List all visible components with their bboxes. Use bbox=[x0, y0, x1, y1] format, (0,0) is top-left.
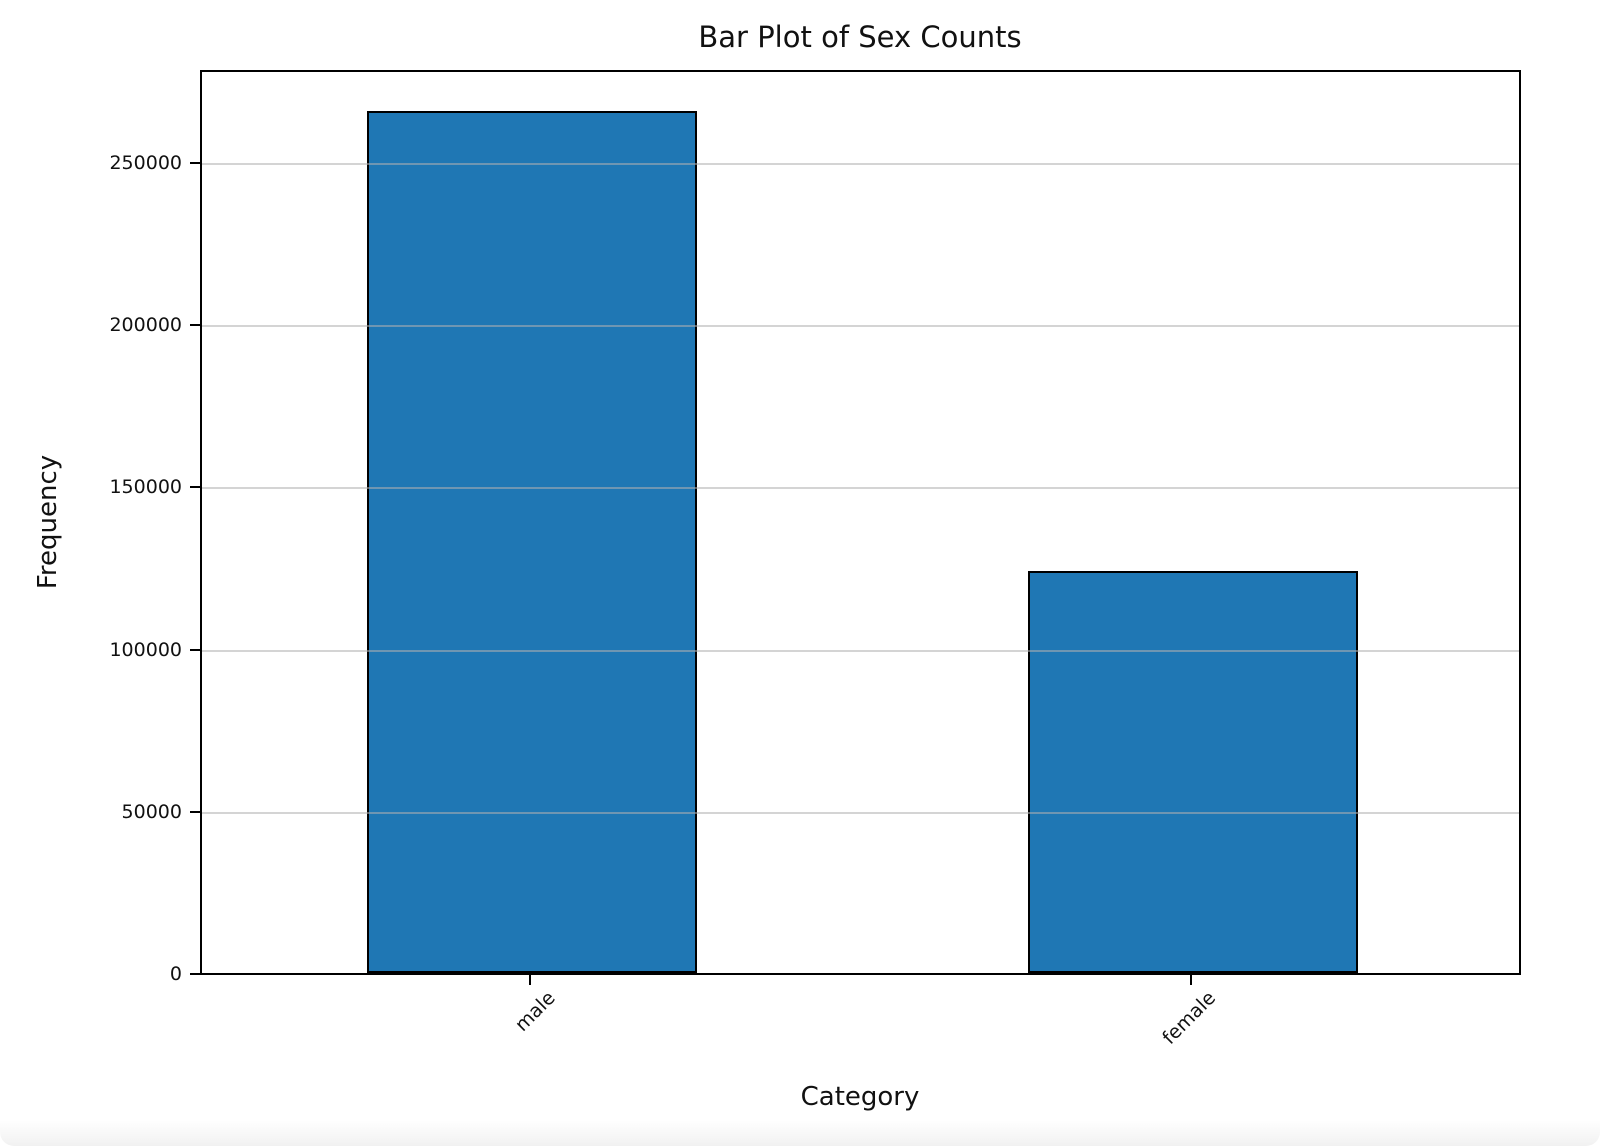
y-tick-label: 200000 bbox=[109, 314, 182, 337]
y-tick-label: 150000 bbox=[109, 476, 182, 499]
y-tick-mark bbox=[190, 486, 200, 489]
x-tick-label-female: female bbox=[1158, 987, 1221, 1049]
y-tick-mark bbox=[190, 162, 200, 165]
y-tick-mark bbox=[190, 973, 200, 975]
chart-title: Bar Plot of Sex Counts bbox=[698, 20, 1022, 54]
y-tick-mark bbox=[190, 648, 200, 651]
gridline-y-150000 bbox=[202, 487, 1519, 490]
y-tick-mark bbox=[190, 324, 200, 327]
window-bottom-edge bbox=[0, 1120, 1600, 1146]
x-tick-mark bbox=[1189, 975, 1192, 985]
y-tick-label: 0 bbox=[169, 963, 182, 985]
bar-female bbox=[1027, 571, 1358, 973]
x-tick-mark bbox=[529, 975, 532, 985]
x-axis-label: Category bbox=[800, 1082, 920, 1112]
gridline-y-200000 bbox=[202, 325, 1519, 328]
y-tick-mark bbox=[190, 810, 200, 813]
gridline-y-250000 bbox=[202, 163, 1519, 166]
gridline-y-100000 bbox=[202, 649, 1519, 652]
y-tick-label: 250000 bbox=[109, 152, 182, 175]
y-tick-label: 100000 bbox=[109, 638, 182, 661]
x-tick-label-male: male bbox=[510, 987, 560, 1036]
gridline-y-50000 bbox=[202, 811, 1519, 814]
y-tick-label: 50000 bbox=[121, 800, 182, 823]
bar-male bbox=[367, 111, 698, 973]
plot-area bbox=[200, 70, 1521, 975]
